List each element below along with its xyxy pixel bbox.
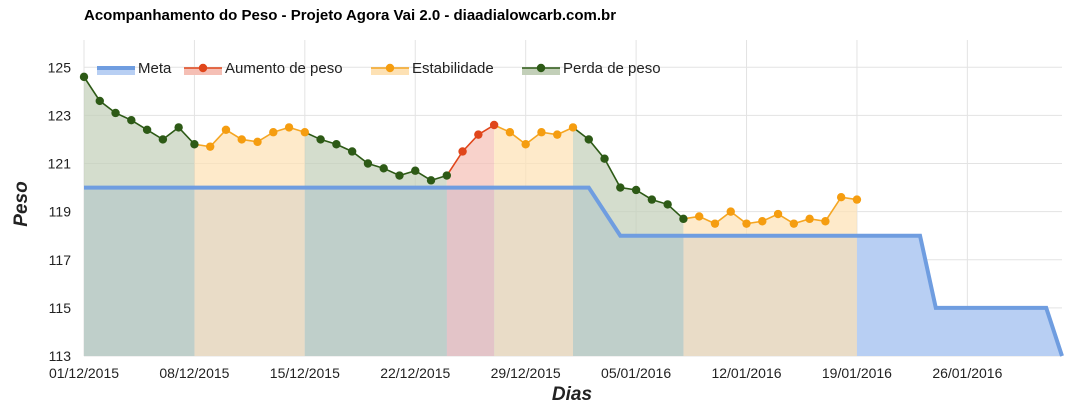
segment-area-aumento [446,125,495,356]
legend-item-estabilidade: Estabilidade [371,60,494,77]
data-point-perda [363,159,373,168]
y-tick-label: 123 [48,107,72,123]
segment-area-estabilidade [194,127,305,356]
y-tick-label: 115 [49,300,72,316]
y-tick-label: 119 [49,204,72,220]
data-point-estabilidade [742,219,751,228]
data-point-perda [679,214,688,224]
data-point-perda [647,195,657,204]
x-tick-label: 22/12/2015 [380,365,450,381]
data-point-perda [79,72,89,82]
x-tick-label: 29/12/2015 [491,365,561,381]
legend-item-meta: Meta [97,60,172,77]
data-point-estabilidade [836,192,846,202]
y-axis-title: Peso [11,181,32,226]
data-point-perda [174,123,183,132]
data-point-estabilidade [205,142,215,151]
data-point-perda [111,108,120,118]
segment-area-estabilidade [494,125,573,356]
data-point-perda [142,125,152,135]
legend-label: Aumento de peso [225,60,343,77]
data-point-estabilidade [758,217,767,226]
data-point-perda [616,183,625,192]
data-point-estabilidade [710,219,720,228]
data-point-estabilidade [568,123,578,132]
data-point-estabilidade [789,219,799,228]
legend-swatch-marker [536,63,546,73]
x-axis-title: Dias [552,384,592,405]
chart-title: Acompanhamento do Peso - Projeto Agora V… [84,7,617,24]
data-point-estabilidade [521,140,530,149]
data-point-perda [663,200,672,209]
data-point-perda [95,96,104,106]
data-point-perda [584,135,593,144]
x-tick-label: 12/01/2016 [711,365,781,381]
segment-area-perda [84,76,195,356]
data-point-estabilidade [537,128,546,137]
legend-swatch-fill [97,68,135,75]
x-tick-label: 08/12/2015 [159,365,229,381]
data-point-estabilidade [253,137,262,147]
data-point-perda [127,115,136,125]
data-point-perda [347,147,357,156]
data-point-perda [442,171,452,180]
legend-swatch-marker [198,63,208,73]
data-point-estabilidade [852,195,862,204]
data-point-estabilidade [505,128,515,137]
legend-item-perda: Perda de peso [522,60,661,77]
data-point-aumento [489,120,499,130]
data-point-estabilidade [726,207,735,216]
data-point-perda [316,135,325,144]
data-point-estabilidade [694,212,704,221]
x-tick-label: 26/01/2016 [932,365,1002,381]
legend-item-aumento: Aumento de peso [184,60,343,77]
data-point-estabilidade [821,217,830,226]
data-point-perda [600,154,609,163]
segment-area-perda [573,127,684,356]
data-point-perda [379,164,388,173]
legend-label: Meta [138,60,172,77]
data-point-estabilidade [269,128,278,137]
x-tick-label: 15/12/2015 [270,365,340,381]
data-point-estabilidade [237,135,246,144]
segment-line-aumento [446,124,495,176]
legend-label: Estabilidade [412,60,494,77]
y-tick-label: 125 [48,59,72,75]
y-tick-label: 117 [49,252,72,268]
legend-swatch-marker [385,63,395,73]
legend-label: Perda de peso [563,60,661,77]
data-point-perda [411,166,420,175]
data-point-perda [158,135,168,144]
x-tick-label: 01/12/2015 [49,365,119,381]
data-point-estabilidade [805,214,814,224]
data-point-perda [631,185,641,195]
data-point-estabilidade [773,209,783,219]
segment-line-perda [304,131,448,182]
data-point-perda [190,140,199,149]
meta-line [84,185,1064,357]
data-point-estabilidade [221,125,231,135]
data-point-perda [426,176,436,185]
y-tick-label: 121 [48,156,72,172]
y-tick-label: 113 [49,348,72,364]
data-point-aumento [458,147,467,156]
x-tick-label: 05/01/2016 [601,365,671,381]
data-point-estabilidade [553,130,562,139]
data-point-estabilidade [300,128,310,137]
data-point-aumento [474,130,483,139]
data-point-perda [395,171,404,180]
x-tick-label: 19/01/2016 [822,365,892,381]
data-point-perda [332,140,341,149]
data-point-estabilidade [284,123,294,132]
